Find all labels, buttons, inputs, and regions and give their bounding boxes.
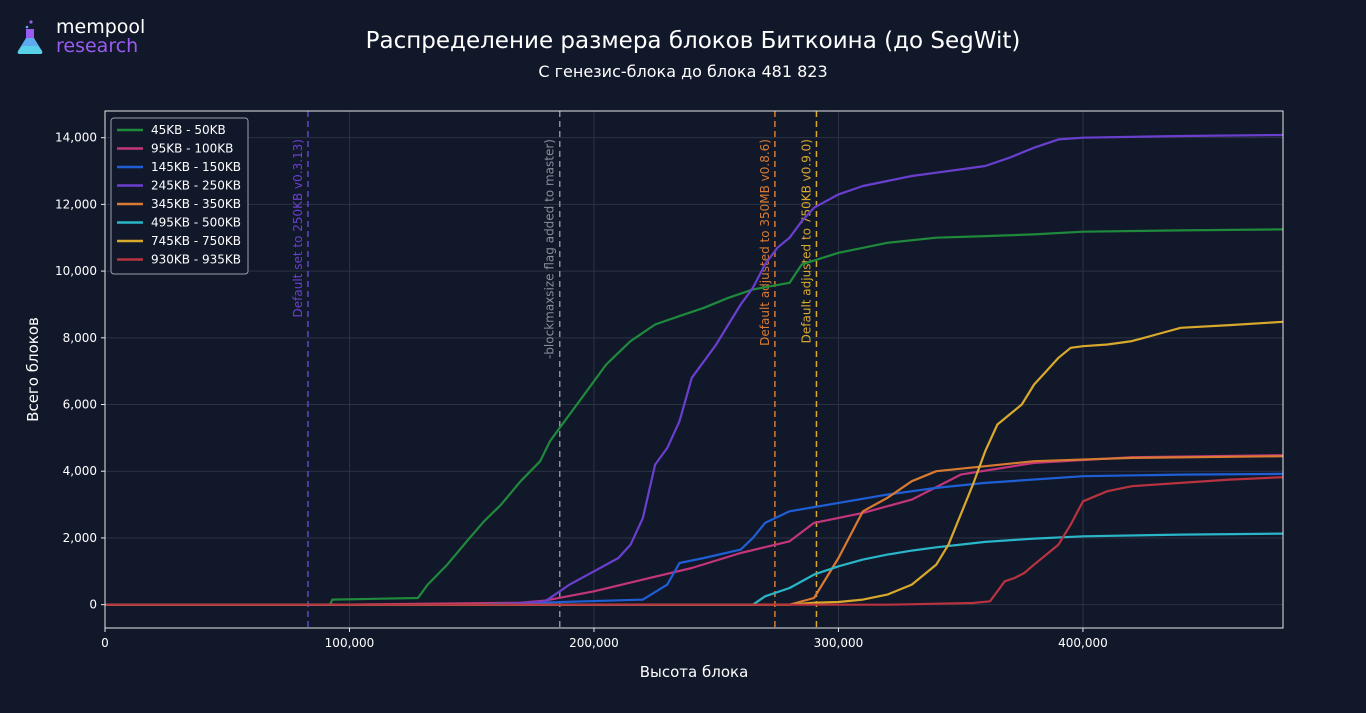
brand-name: mempool <box>56 16 146 38</box>
legend-label: 95KB - 100KB <box>151 142 233 156</box>
x-tick-label: 400,000 <box>1058 636 1108 650</box>
legend-label: 495KB - 500KB <box>151 216 241 230</box>
brand-subname: research <box>56 35 139 57</box>
series-line-6 <box>105 320 1284 606</box>
series-line-3 <box>105 133 1284 606</box>
y-tick-label: 8,000 <box>63 331 97 345</box>
series-line-4 <box>105 455 1284 606</box>
y-tick-label: 0 <box>89 598 97 612</box>
y-tick-label: 14,000 <box>55 131 97 145</box>
chart-subtitle: С генезис-блока до блока 481 823 <box>538 62 828 81</box>
y-tick-label: 10,000 <box>55 264 97 278</box>
plot-frame <box>104 110 1284 629</box>
legend-label: 345KB - 350KB <box>151 197 241 211</box>
y-tick-label: 2,000 <box>63 531 97 545</box>
x-tick-label: 100,000 <box>325 636 375 650</box>
series-line-7 <box>105 476 1284 606</box>
y-tick-label: 4,000 <box>63 464 97 478</box>
legend-label: 930KB - 935KB <box>151 253 241 267</box>
legend-label: 45KB - 50KB <box>151 123 226 137</box>
series-line-5 <box>105 532 1284 606</box>
legend-frame <box>110 117 249 275</box>
event-vline-label: -blockmaxsize flag added to master) <box>543 139 557 359</box>
event-vline-label: Default adjusted to 750KB v0.9.0) <box>799 139 813 343</box>
legend: 45KB - 50KB 95KB - 100KB 145KB - 150KB 245K… <box>110 117 249 275</box>
x-tick-label: 0 <box>101 636 109 650</box>
series-line-2 <box>105 472 1284 606</box>
series-line-0 <box>105 228 1284 606</box>
brand-logo: mempool research <box>14 18 145 56</box>
x-tick-label: 300,000 <box>814 636 864 650</box>
chart-title: Распределение размера блоков Биткоина (д… <box>365 28 1021 54</box>
y-tick-label: 12,000 <box>55 197 97 211</box>
legend-label: 245KB - 250KB <box>151 179 241 193</box>
legend-label: 145KB - 150KB <box>151 160 241 174</box>
event-vline-label: Default adjusted to 350MB v0.8.6) <box>758 139 772 346</box>
legend-label: 745KB - 750KB <box>151 234 241 248</box>
x-tick-label: 200,000 <box>569 636 619 650</box>
x-axis-label: Высота блока <box>640 663 749 681</box>
event-vline-label: Default set to 250KB v0.3.13) <box>291 139 305 317</box>
y-tick-label: 6,000 <box>63 398 97 412</box>
flask-icon <box>17 20 43 54</box>
plot-area <box>105 111 1283 628</box>
y-axis-label: Всего блоков <box>24 317 42 422</box>
